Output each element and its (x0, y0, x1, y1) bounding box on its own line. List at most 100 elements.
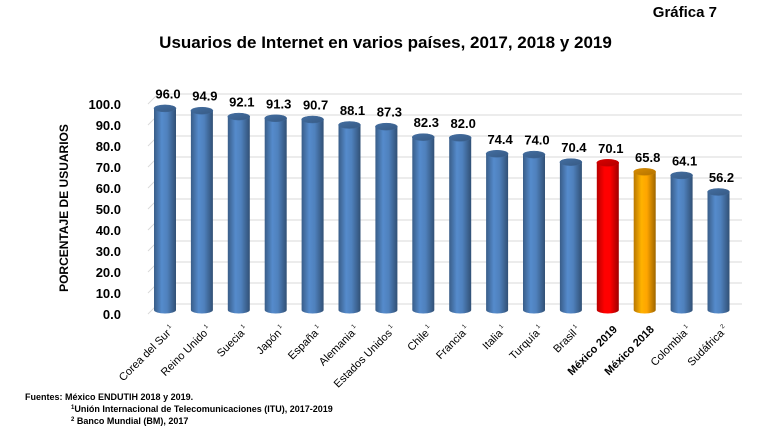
y-tick-label: 0.0 (103, 307, 121, 322)
bar-top (707, 188, 730, 196)
value-label: 94.9 (192, 89, 217, 104)
source-3-footnote-mark: 2 (71, 417, 75, 423)
bar-top (559, 158, 583, 166)
bar-top (596, 159, 620, 167)
x-tick-label: Francia1 (434, 323, 473, 362)
bar-body (596, 162, 619, 314)
y-tick-label: 100.0 (88, 97, 121, 112)
bar (190, 106, 214, 314)
value-labels: 96.0 94.9 92.1 91.3 90.7 88.1 87.3 82.3 82.0 74.4… (155, 86, 734, 185)
bar-body (190, 110, 213, 314)
bar (227, 112, 251, 314)
value-label: 92.1 (229, 95, 254, 110)
bar-top (448, 134, 472, 142)
x-tick-label: Turquía1 (507, 323, 546, 362)
bar-top (338, 121, 361, 129)
bar-top (375, 122, 398, 131)
y-axis-title: PORCENTAJE DE USUARIOS (57, 124, 71, 292)
bar-body (412, 137, 435, 314)
bar-body (559, 162, 582, 314)
x-tick-label: Brasil1 (551, 323, 583, 355)
y-tick-label: 90.0 (96, 118, 121, 133)
value-label: 65.8 (635, 150, 660, 165)
value-label: 96.0 (155, 86, 180, 101)
source-2-footnote-mark: 1 (71, 405, 75, 411)
bar-top (227, 112, 251, 121)
bar (670, 171, 693, 314)
y-axis: 0.0 10.0 20.0 30.0 40.0 50.0 60.0 70.0 80.0 90.0 1… (88, 97, 121, 322)
x-tick-label: Italia1 (481, 323, 510, 352)
y-tick-label: 70.0 (96, 160, 121, 175)
bar-top (522, 150, 546, 159)
bar-body (264, 118, 287, 314)
x-tick-label: Japón1 (254, 323, 288, 357)
bar (448, 134, 472, 314)
value-label: 87.3 (377, 105, 402, 120)
y-tick-label: 20.0 (96, 265, 121, 280)
figure-label: Gráfica 7 (652, 4, 717, 21)
source-line-2: Unión Internacional de Telecomunicacione… (74, 404, 333, 414)
value-label: 74.4 (487, 132, 513, 147)
bar (485, 150, 509, 314)
bar (596, 159, 620, 314)
bar-body (227, 116, 250, 314)
bar-body (301, 119, 324, 314)
y-tick-label: 40.0 (96, 223, 121, 238)
value-label: 82.3 (414, 115, 439, 130)
bar-body (633, 171, 656, 314)
bar (338, 121, 361, 314)
x-tick-label: Estados Unidos1 (332, 323, 399, 390)
bar-body (338, 124, 361, 314)
y-tick-label: 30.0 (96, 244, 121, 259)
gridline-side (147, 93, 159, 105)
bar (301, 115, 324, 314)
bar-top (633, 168, 656, 176)
x-tick-label: Sudáfrica2 (685, 323, 731, 369)
bar (375, 122, 398, 314)
source-line-1: México ENDUTIH 2018 y 2019. (65, 392, 194, 402)
bar-body (707, 191, 730, 314)
x-tick-label: Chile1 (405, 323, 435, 353)
bar-top (153, 104, 177, 113)
chart-title: Usuarios de Internet en varios países, 2… (159, 33, 612, 52)
bar (633, 168, 656, 314)
bar (522, 150, 546, 314)
bar-top (301, 115, 324, 124)
value-label: 70.4 (561, 140, 587, 155)
x-tick-label: Suecia1 (215, 323, 252, 360)
y-tick-label: 50.0 (96, 202, 121, 217)
bar-body (670, 175, 693, 314)
sources: Fuentes: México ENDUTIH 2018 y 2019. 1Un… (25, 392, 333, 427)
bar-top (264, 114, 287, 123)
bar (707, 188, 730, 314)
value-label: 56.2 (709, 170, 734, 185)
value-label: 74.0 (524, 133, 549, 148)
value-label: 70.1 (598, 141, 623, 156)
bars (153, 104, 730, 314)
source-line-3: Banco Mundial (BM), 2017 (74, 416, 189, 426)
bar-body (486, 153, 509, 314)
value-label: 82.0 (451, 116, 476, 131)
bar-body (523, 154, 545, 314)
value-label: 90.7 (303, 98, 328, 113)
bar (264, 114, 287, 314)
y-tick-label: 60.0 (96, 181, 121, 196)
bar-top (485, 150, 509, 158)
bar-body (375, 126, 398, 314)
bar-top (670, 171, 693, 180)
bar (559, 158, 583, 314)
bar-body (154, 108, 176, 314)
bar-top (190, 106, 214, 115)
value-label: 64.1 (672, 153, 697, 168)
value-label: 91.3 (266, 96, 291, 111)
bar-body (449, 137, 472, 314)
sources-heading: Fuentes: (25, 392, 63, 402)
y-tick-label: 80.0 (96, 139, 121, 154)
value-label: 88.1 (340, 103, 365, 118)
bar (412, 133, 435, 314)
bar (153, 104, 177, 314)
bar-top (412, 133, 435, 141)
y-tick-label: 10.0 (96, 286, 121, 301)
